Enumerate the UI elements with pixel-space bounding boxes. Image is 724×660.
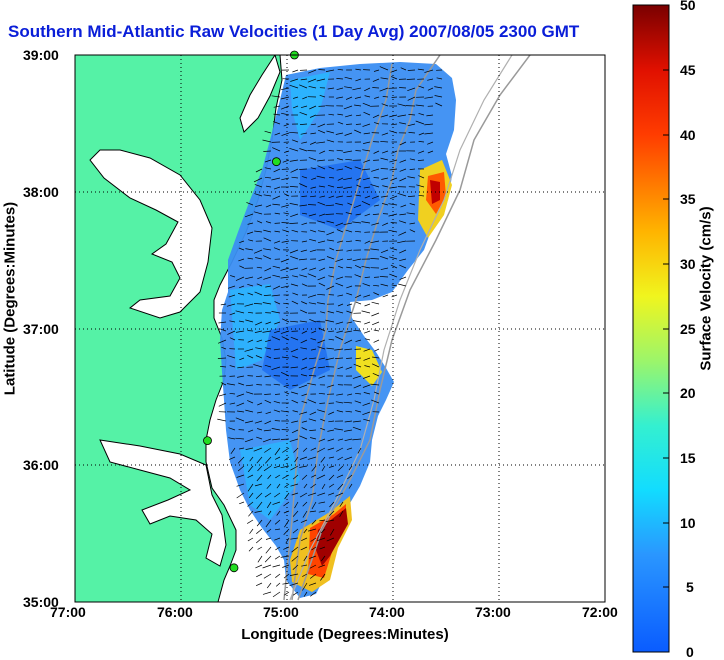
velocity-arrow (391, 223, 397, 224)
velocity-arrow (319, 403, 325, 404)
y-tick-label: 39:00 (23, 47, 59, 63)
x-tick-label: 76:00 (157, 604, 193, 620)
velocity-arrow (282, 223, 290, 224)
velocity-arrow (325, 214, 334, 215)
colorbar-tick-label: 5 (686, 579, 694, 595)
x-tick-label: 73:00 (475, 604, 511, 620)
x-axis-label: Longitude (Degrees:Minutes) (180, 626, 510, 643)
x-tick-label: 75:00 (263, 604, 299, 620)
velocity-arrow (346, 124, 352, 125)
velocity-arrow (275, 421, 280, 422)
velocity-arrow (281, 439, 289, 440)
velocity-arrow (374, 178, 379, 179)
colorbar-tick-label: 25 (680, 321, 696, 337)
velocity-arrow (264, 394, 271, 395)
radar-station-marker (230, 564, 238, 572)
velocity-arrow (381, 169, 388, 170)
colorbar-tick-label: 15 (680, 450, 696, 466)
colorbar-tick-label: 35 (680, 191, 696, 207)
y-tick-label: 37:00 (23, 321, 59, 337)
velocity-arrow (308, 205, 316, 206)
velocity-arrow (356, 124, 361, 125)
velocity-arrow (355, 151, 361, 152)
velocity-arrow (318, 70, 325, 71)
y-axis-label: Latitude (Degrees:Minutes) (2, 194, 19, 404)
colorbar-label: Surface Velocity (cm/s) (698, 179, 715, 399)
velocity-arrow (275, 394, 280, 395)
velocity-arrow (399, 88, 406, 89)
colorbar-tick-label: 45 (680, 62, 696, 78)
velocity-arrow (346, 358, 352, 359)
radar-station-marker (204, 437, 212, 445)
x-tick-label: 74:00 (369, 604, 405, 620)
velocity-arrow (299, 169, 307, 170)
velocity-arrow (407, 79, 415, 80)
velocity-arrow (408, 70, 415, 71)
velocity-arrow (248, 331, 254, 332)
colorbar-tick-label: 30 (680, 256, 696, 272)
colorbar-tick-label: 40 (680, 127, 696, 143)
colorbar-tick-label: 10 (680, 515, 696, 531)
y-tick-label: 38:00 (23, 184, 59, 200)
velocity-arrow (263, 151, 271, 152)
colorbar-tick-label: 50 (680, 0, 696, 13)
velocity-arrow (372, 88, 379, 89)
velocity-arrow (336, 250, 343, 251)
radar-station-marker (272, 158, 280, 166)
velocity-arrow (274, 358, 280, 359)
velocity-arrow (256, 385, 262, 386)
colorbar-tick-label: 20 (680, 385, 696, 401)
x-tick-label: 72:00 (582, 604, 618, 620)
velocity-arrow (218, 358, 226, 359)
colorbar-tick-label: 0 (686, 644, 694, 660)
velocity-arrow (392, 97, 397, 98)
velocity-arrow (329, 151, 334, 152)
y-tick-label: 36:00 (23, 457, 59, 473)
velocity-arrow (307, 151, 316, 152)
y-tick-label: 35:00 (23, 594, 59, 610)
velocity-arrow (282, 430, 289, 431)
